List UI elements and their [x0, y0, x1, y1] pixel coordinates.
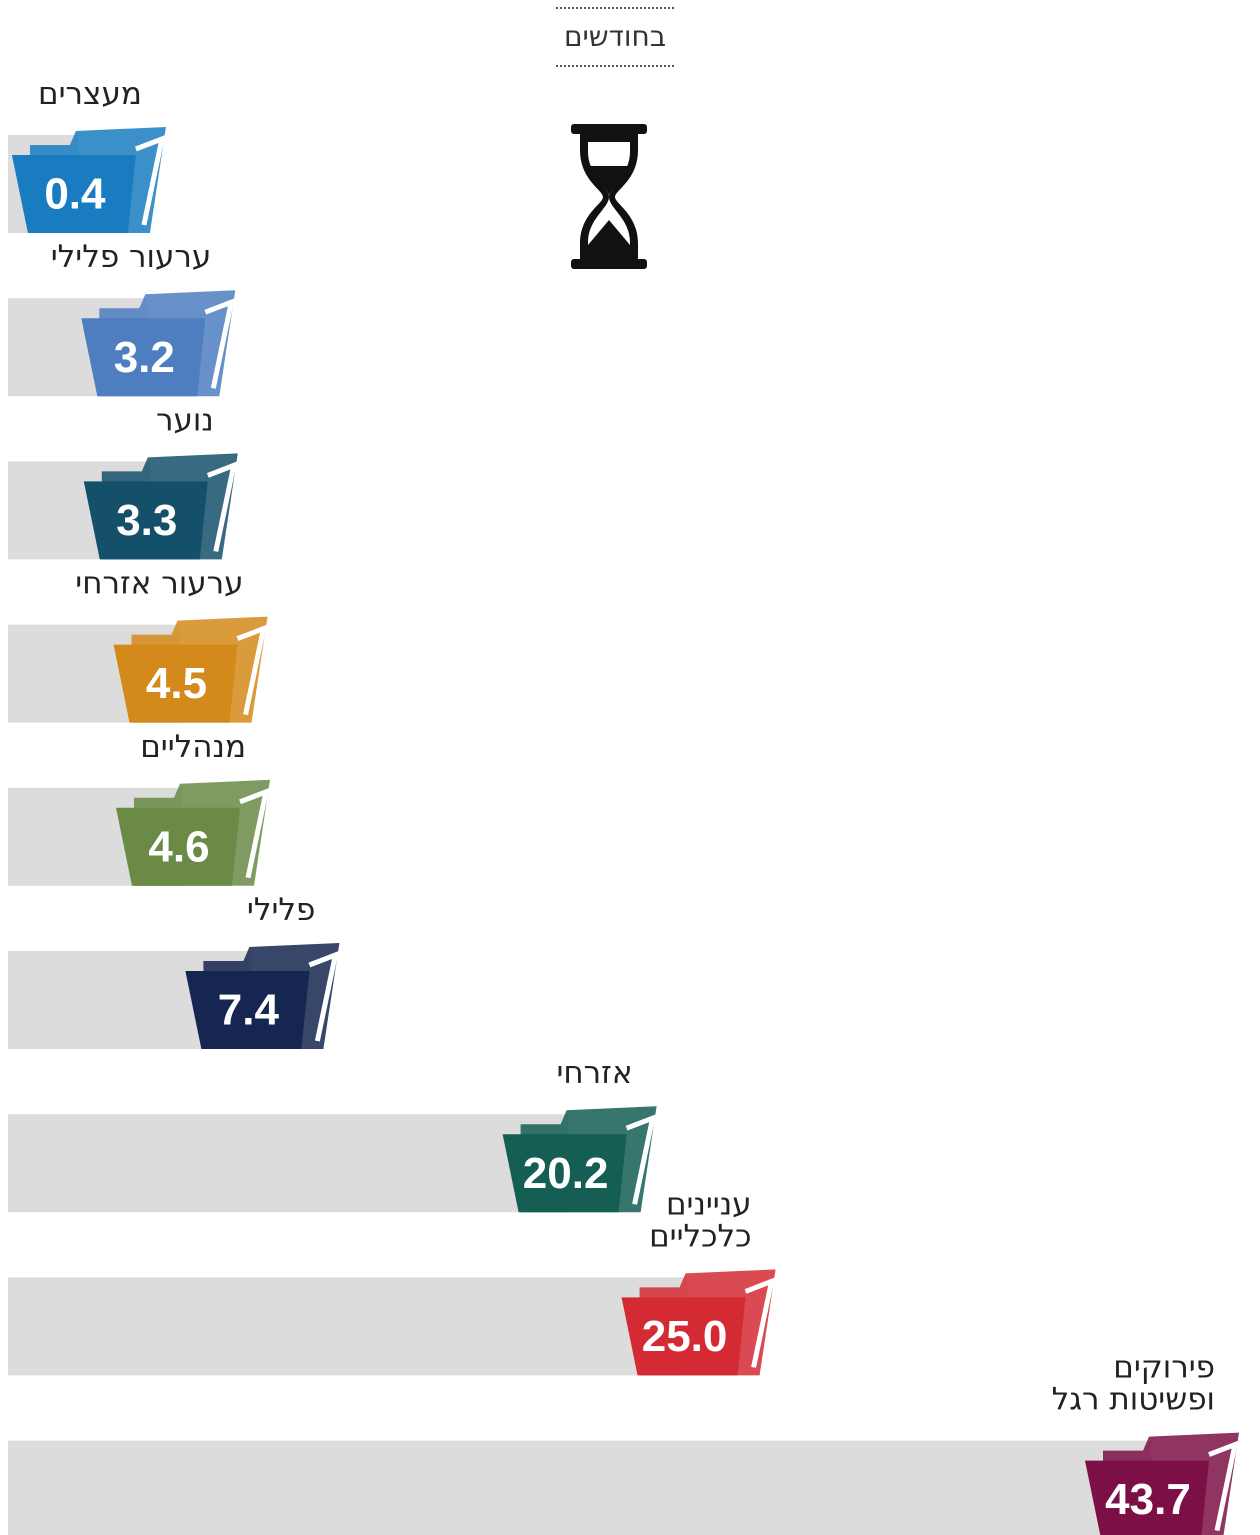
- category-label: מנהליים: [140, 728, 246, 764]
- folder-front: [1085, 1460, 1209, 1535]
- folder-sheet: [204, 298, 235, 389]
- bar-track: [8, 1277, 688, 1376]
- category-label: ערעור אזרחי: [75, 565, 243, 601]
- folder-front: [83, 481, 208, 560]
- folder: [502, 1106, 657, 1213]
- chart-title: בחודשים: [564, 20, 666, 53]
- folder-sheet: [239, 787, 270, 879]
- value-label: 43.7: [1105, 1475, 1191, 1524]
- value-label: 4.6: [148, 822, 209, 871]
- value-label: 4.5: [146, 659, 207, 708]
- folder-front: [113, 644, 238, 723]
- folder-front: [116, 807, 240, 886]
- folder-sheet: [1208, 1440, 1239, 1532]
- folder: [83, 453, 238, 560]
- folder: [1085, 1432, 1239, 1535]
- folder: [185, 943, 340, 1049]
- folder-sheet: [236, 624, 267, 716]
- folder-sheet: [625, 1114, 656, 1205]
- value-label: 25.0: [642, 1312, 728, 1361]
- folder: [11, 127, 166, 233]
- folder-sheet: [206, 461, 238, 552]
- value-label: 0.4: [44, 170, 106, 219]
- category-label: פירוקים ופשיטות רגל: [1052, 1349, 1215, 1417]
- folder-front: [502, 1134, 627, 1213]
- folder: [113, 616, 268, 723]
- category-label: ערעור פלילי: [51, 239, 212, 275]
- bar-track: [8, 1114, 569, 1213]
- folder-sheet: [135, 135, 166, 226]
- value-label: 3.2: [114, 333, 175, 382]
- folder-front: [11, 155, 136, 233]
- category-label: נוער: [156, 402, 214, 438]
- hourglass-icon: [571, 124, 647, 269]
- folder: [81, 290, 236, 397]
- category-label: מעצרים: [38, 76, 142, 112]
- folder: [621, 1269, 776, 1376]
- value-label: 20.2: [523, 1149, 609, 1198]
- value-label: 7.4: [218, 986, 280, 1035]
- bar-track: [8, 1440, 1151, 1535]
- category-label: עניינים כלכליים: [649, 1186, 751, 1254]
- folder-front: [621, 1297, 746, 1376]
- folder-sheet: [744, 1277, 775, 1368]
- category-label: אזרחי: [556, 1055, 632, 1091]
- folder: [116, 779, 270, 886]
- folder-front: [185, 971, 310, 1049]
- value-label: 3.3: [116, 496, 177, 545]
- folder-front: [81, 318, 206, 397]
- folder-sheet: [308, 951, 339, 1042]
- category-label: פלילי: [247, 892, 315, 928]
